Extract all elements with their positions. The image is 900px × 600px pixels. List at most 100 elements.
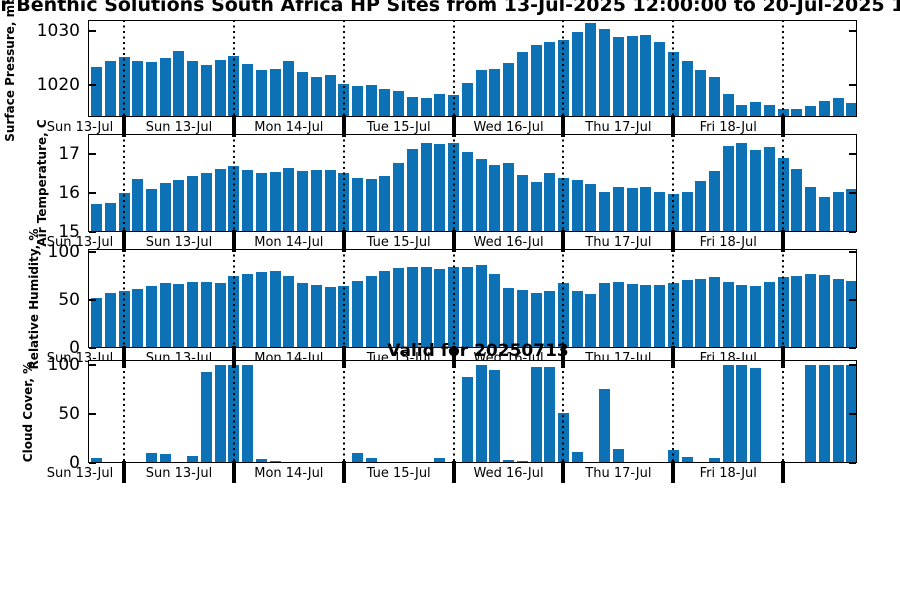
day-separator-tick [231, 461, 236, 483]
data-bar [763, 105, 775, 117]
data-bar [832, 97, 844, 117]
day-separator-tick [122, 346, 127, 368]
data-bar [255, 272, 267, 348]
data-bar [173, 283, 185, 348]
x-day-label: Wed 16-Jul [473, 235, 544, 250]
day-separator-tick [341, 230, 346, 252]
data-bar [654, 284, 666, 348]
y-tick-mark-right [849, 191, 856, 194]
day-boundary-gridline [672, 20, 675, 117]
data-bar [805, 106, 817, 117]
data-bar [709, 276, 721, 348]
data-bar [242, 364, 254, 463]
y-tick-mark-left [89, 250, 96, 253]
cloud-cover-axes: Cloud Cover, % Sun 13-Jul Sun 13-Jul Mon 1… [21, 355, 858, 483]
data-bar [516, 52, 528, 117]
data-bar [187, 60, 199, 117]
x-day-label: Mon 14-Jul [254, 466, 324, 481]
data-bar [132, 289, 144, 348]
data-bar [530, 366, 542, 463]
y-tick-mark-left [89, 462, 96, 464]
data-bar [283, 275, 295, 348]
data-bar [434, 458, 446, 463]
data-bar [736, 284, 748, 348]
x-day-label: Wed 16-Jul [473, 466, 544, 481]
figure-title: for Benthic Solutions South Africa HP Si… [0, 0, 900, 16]
data-bar [516, 461, 528, 463]
data-bar [434, 93, 446, 117]
data-bar [571, 291, 583, 348]
data-bar [654, 192, 666, 232]
day-boundary-gridline [342, 20, 345, 117]
data-bar [351, 453, 363, 463]
data-bar [159, 183, 171, 232]
y-tick-mark-right [849, 231, 856, 233]
data-bar [530, 182, 542, 232]
day-boundary-gridline [123, 249, 126, 348]
day-separator-tick [671, 230, 676, 252]
day-separator-tick [781, 230, 786, 252]
data-bar [379, 88, 391, 117]
data-bar [750, 102, 762, 117]
data-bar [626, 188, 638, 232]
day-boundary-gridline [232, 20, 235, 117]
day-separator-tick [671, 115, 676, 137]
data-bar [379, 271, 391, 348]
data-bar [695, 70, 707, 117]
data-bar [736, 142, 748, 232]
data-bar [242, 273, 254, 348]
data-bar [695, 278, 707, 348]
data-bar [805, 186, 817, 232]
data-bar [406, 267, 418, 348]
day-separator-tick [561, 461, 566, 483]
day-boundary-gridline [562, 360, 565, 463]
surface-pressure-axes: Surface Pressure, mb Sun 13-Jul Sun 13-Ju… [3, 0, 858, 141]
day-boundary-gridline [342, 134, 345, 232]
day-boundary-gridline [232, 249, 235, 348]
data-bar [475, 265, 487, 348]
data-bar [269, 172, 281, 232]
data-bar [146, 285, 157, 348]
y-tick-mark-left [89, 231, 96, 233]
data-bar [818, 196, 830, 232]
air-temperature-axes: Air Temperature, C Sun 13-Jul Sun 13-Jul M… [35, 119, 858, 252]
data-bar [475, 159, 487, 232]
data-bar [365, 84, 377, 117]
data-bar [187, 456, 199, 463]
day-separator-tick [341, 346, 346, 368]
x-day-label: Fri 18-Jul [699, 466, 757, 481]
data-bar [214, 60, 226, 117]
data-bar [91, 458, 103, 463]
day-separator-tick [561, 115, 566, 137]
valid-for-annotation: Valid for 20250713 [387, 341, 569, 361]
day-boundary-gridline [562, 249, 565, 348]
data-bar [571, 31, 583, 117]
day-boundary-gridline [782, 249, 785, 348]
y-tick-mark-right [849, 412, 856, 415]
y-tick-label: 15 [58, 222, 80, 242]
data-bar [791, 109, 803, 117]
y-tick-mark-right [849, 298, 856, 301]
y-tick-mark-left [89, 298, 96, 301]
day-boundary-gridline [672, 360, 675, 463]
data-bar [489, 369, 501, 463]
data-bar [818, 100, 830, 117]
data-bar [159, 454, 171, 463]
data-bar [351, 178, 363, 232]
data-bar [750, 286, 762, 348]
x-day-label: Fri 18-Jul [699, 235, 757, 250]
y-tick-label: 1030 [36, 20, 80, 41]
data-bar [104, 202, 116, 232]
data-bar [269, 271, 281, 348]
data-bar [805, 273, 817, 348]
day-boundary-gridline [672, 249, 675, 348]
data-bar [530, 44, 542, 117]
day-separator-tick [561, 230, 566, 252]
data-bar [104, 293, 116, 348]
day-boundary-gridline [782, 134, 785, 232]
data-bar [626, 35, 638, 117]
data-bar [173, 180, 185, 232]
day-separator-tick [122, 115, 127, 137]
x-day-label: Sun 13-Jul [145, 120, 213, 135]
